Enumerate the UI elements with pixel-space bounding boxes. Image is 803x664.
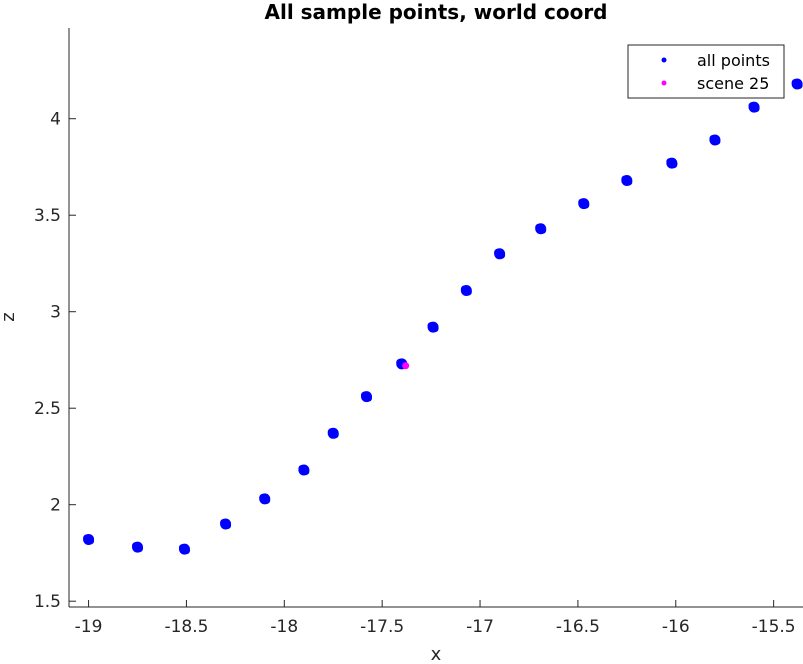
data-point-all-points <box>178 543 190 555</box>
x-ticks: -19 -18.5 -18 -17.5 -17 -16.5 -16 -15.5 <box>75 600 796 637</box>
data-point-all-points <box>748 101 760 113</box>
x-tick-label: -17 <box>466 617 494 637</box>
legend-box <box>627 44 785 99</box>
data-point-all-points <box>361 391 373 403</box>
data-point-all-points <box>709 134 721 146</box>
chart-title: All sample points, world coord <box>265 0 608 24</box>
y-tick-label: 2.5 <box>34 399 61 419</box>
legend-label-all-points: all points <box>697 51 770 70</box>
x-tick-label: -18.5 <box>164 617 208 637</box>
y-tick-label: 4 <box>50 110 61 130</box>
y-tick-label: 3 <box>50 303 61 323</box>
x-tick-label: -15.5 <box>752 617 796 637</box>
data-points <box>83 78 803 555</box>
y-ticks: 1.5 2 2.5 3 3.5 4 <box>34 110 76 612</box>
data-point-all-points <box>535 223 547 235</box>
data-point-scene-25 <box>402 362 410 370</box>
data-point-all-points <box>578 198 590 210</box>
x-axis-label: x <box>431 644 442 664</box>
data-point-all-points <box>666 157 678 169</box>
y-axis-label: z <box>0 312 19 321</box>
data-point-all-points <box>298 464 310 476</box>
data-point-all-points <box>460 284 472 296</box>
legend-marker-scene-25 <box>661 80 667 86</box>
data-point-all-points <box>494 248 506 260</box>
x-tick-label: -16.5 <box>556 617 600 637</box>
x-tick-label: -18 <box>270 617 298 637</box>
data-point-all-points <box>83 533 95 545</box>
data-point-all-points <box>621 174 633 186</box>
legend-label-scene-25: scene 25 <box>697 74 769 93</box>
axes <box>68 28 803 608</box>
data-point-all-points <box>132 541 144 553</box>
x-tick-label: -19 <box>75 617 103 637</box>
y-tick-label: 3.5 <box>34 206 61 226</box>
data-point-all-points <box>327 427 339 439</box>
x-tick-label: -17.5 <box>360 617 404 637</box>
data-point-all-points <box>427 321 439 333</box>
legend-marker-all-points <box>661 57 667 63</box>
y-tick-label: 1.5 <box>34 592 61 612</box>
data-point-all-points <box>220 518 232 530</box>
data-point-all-points <box>259 493 271 505</box>
x-tick-label: -16 <box>662 617 690 637</box>
data-point-all-points <box>791 78 803 90</box>
legend: all points scene 25 <box>627 44 785 99</box>
y-tick-label: 2 <box>50 496 61 516</box>
